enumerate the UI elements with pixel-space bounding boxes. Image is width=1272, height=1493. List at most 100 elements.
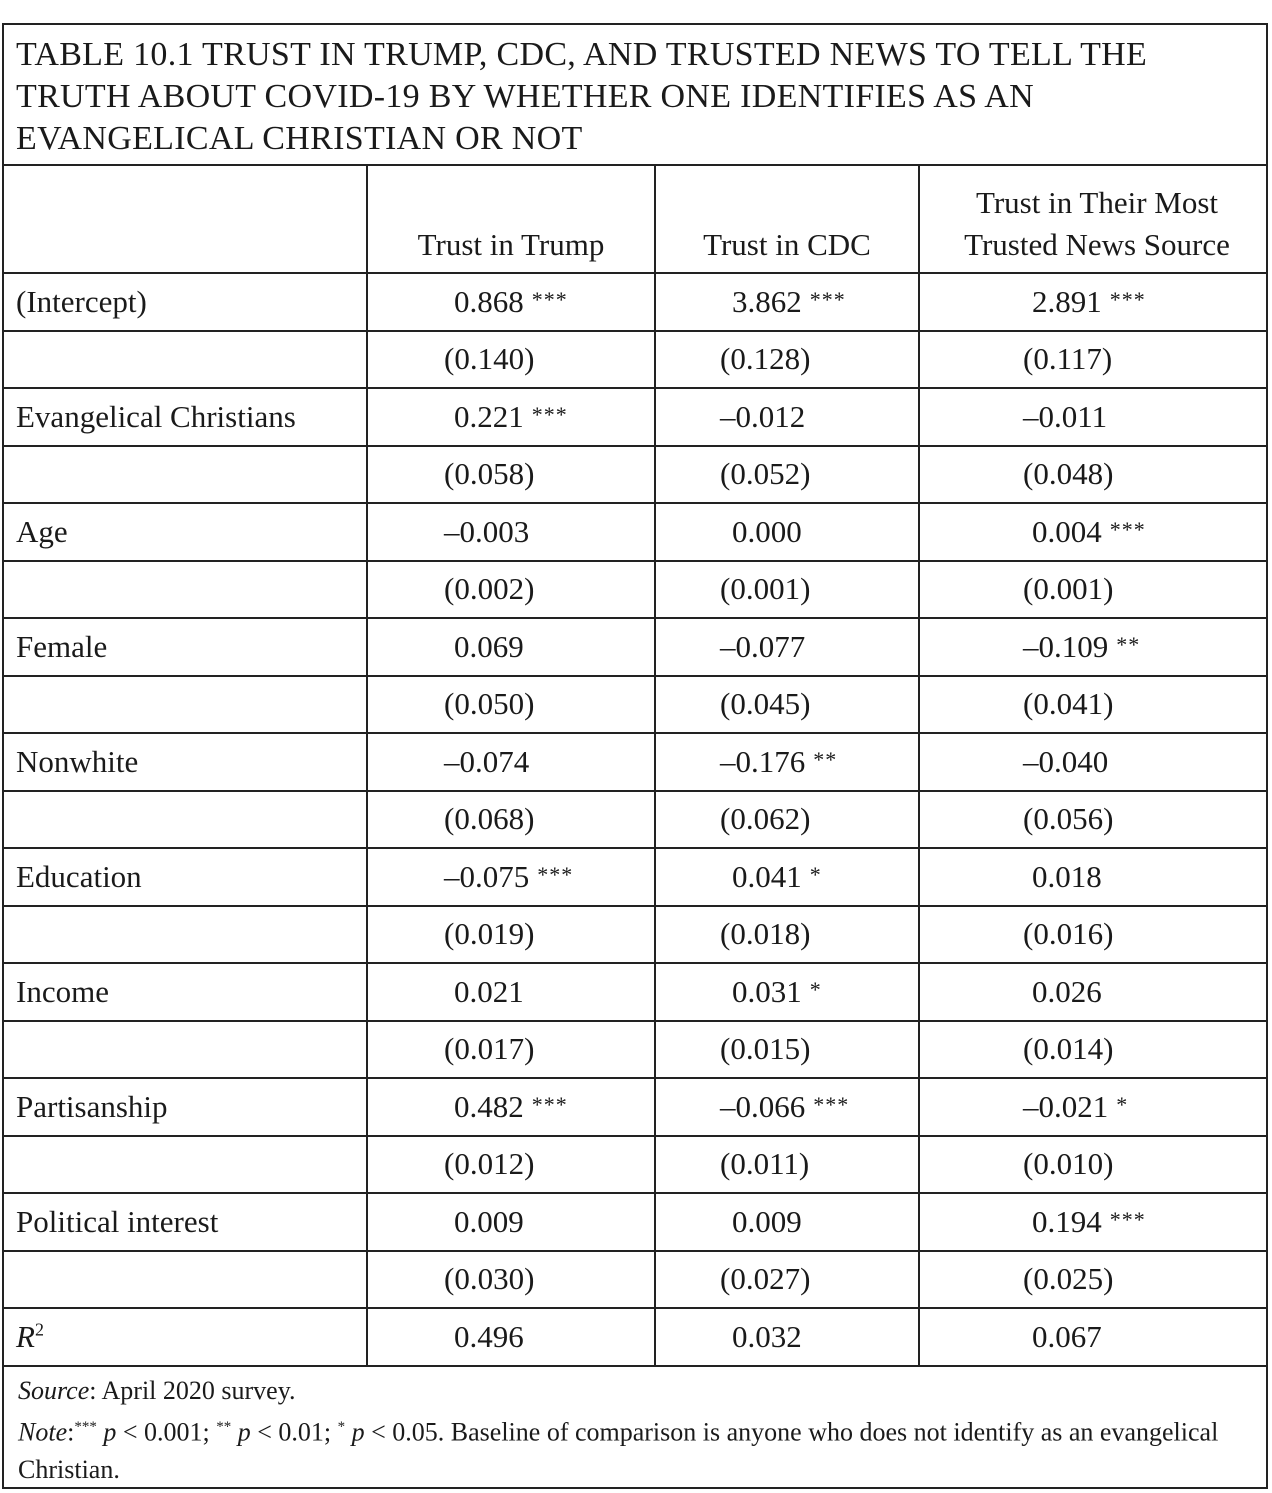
se-trump: (0.012) [367, 1135, 656, 1194]
r2-cdc: 0.032 [655, 1308, 920, 1367]
table-notes: Source: April 2020 survey. Note:*** p < … [18, 1372, 1258, 1488]
se-trump-value: (0.019) [444, 916, 535, 952]
table-title: TABLE 10.1 TRUST IN TRUMP, CDC, AND TRUS… [16, 36, 1148, 157]
se-news-value: (0.025) [1023, 1261, 1114, 1297]
se-news-value: (0.048) [1023, 456, 1114, 492]
r2-cdc-value: 0.032 [732, 1318, 802, 1354]
coef-row: Partisanship 0.482 *** –0.066 *** –0.021 * [2, 1078, 1268, 1137]
title-divider [2, 164, 1268, 166]
se-trump-value: (0.017) [444, 1031, 535, 1067]
coef-cdc: 0.000 [655, 503, 920, 562]
se-news-value: (0.014) [1023, 1031, 1114, 1067]
header-cell-empty [2, 166, 368, 274]
row-label-empty [2, 330, 368, 389]
coef-trump: 0.021 [367, 963, 656, 1022]
row-label-empty [2, 560, 368, 619]
se-row: (0.050) (0.045) (0.041) [2, 675, 1268, 734]
coef-cdc-significance: * [809, 976, 822, 1002]
coef-news-value: –0.109 [1023, 628, 1109, 664]
coef-news-value: 0.194 [1032, 1203, 1102, 1239]
coef-trump-value: –0.074 [444, 743, 530, 779]
se-news: (0.016) [919, 905, 1268, 964]
se-cdc-value: (0.045) [720, 686, 811, 722]
coef-cdc-value: –0.176 [720, 743, 806, 779]
coef-news-significance: * [1116, 1091, 1129, 1117]
se-news: (0.010) [919, 1135, 1268, 1194]
se-cdc-value: (0.015) [720, 1031, 811, 1067]
coef-row: Female 0.069 –0.077 –0.109 ** [2, 618, 1268, 677]
row-label: Evangelical Christians [2, 388, 368, 447]
se-news: (0.001) [919, 560, 1268, 619]
se-trump-value: (0.012) [444, 1146, 535, 1182]
se-row: (0.140) (0.128) (0.117) [2, 330, 1268, 389]
se-cdc: (0.052) [655, 445, 920, 504]
coef-news: –0.011 [919, 388, 1268, 447]
row-label: Nonwhite [2, 733, 368, 792]
se-cdc-value: (0.001) [720, 571, 811, 607]
coef-row: Political interest 0.009 0.009 0.194 *** [2, 1193, 1268, 1252]
se-trump: (0.017) [367, 1020, 656, 1079]
se-trump-value: (0.058) [444, 456, 535, 492]
header-trust-news: Trust in Their Most Trusted News Source [919, 166, 1268, 274]
se-trump: (0.140) [367, 330, 656, 389]
coef-news-value: 0.018 [1032, 858, 1102, 894]
coef-trump-value: 0.482 [454, 1088, 524, 1124]
coef-cdc-significance: *** [809, 286, 846, 312]
se-news-value: (0.001) [1023, 571, 1114, 607]
se-cdc-value: (0.027) [720, 1261, 811, 1297]
row-label-empty [2, 1250, 368, 1309]
se-trump: (0.050) [367, 675, 656, 734]
se-row: (0.012) (0.011) (0.010) [2, 1135, 1268, 1194]
row-label-empty [2, 790, 368, 849]
coef-trump: –0.003 [367, 503, 656, 562]
coef-news-value: 0.026 [1032, 973, 1102, 1009]
coef-row: Age –0.003 0.000 0.004 *** [2, 503, 1268, 562]
coef-news: –0.109 ** [919, 618, 1268, 677]
note-label: Note [18, 1417, 68, 1447]
row-label: Partisanship [2, 1078, 368, 1137]
r2-trump-value: 0.496 [454, 1318, 524, 1354]
r2-news: 0.067 [919, 1308, 1268, 1367]
source-label: Source [18, 1376, 90, 1405]
coef-trump: –0.075 *** [367, 848, 656, 907]
row-label-empty [2, 675, 368, 734]
coef-news-significance: *** [1109, 1206, 1146, 1232]
se-trump: (0.030) [367, 1250, 656, 1309]
se-news: (0.117) [919, 330, 1268, 389]
row-label: Female [2, 618, 368, 677]
coef-trump-value: –0.075 [444, 858, 530, 894]
note-stars-2: ** [216, 1419, 232, 1435]
coef-cdc-significance: ** [813, 746, 838, 772]
coef-trump: –0.074 [367, 733, 656, 792]
se-row: (0.002) (0.001) (0.001) [2, 560, 1268, 619]
se-row: (0.030) (0.027) (0.025) [2, 1250, 1268, 1309]
r-squared-exponent: 2 [34, 1319, 44, 1340]
coef-cdc-value: –0.077 [720, 628, 806, 664]
se-cdc-value: (0.052) [720, 456, 811, 492]
note-p-3: p [345, 1417, 365, 1447]
se-cdc: (0.128) [655, 330, 920, 389]
coef-cdc: –0.012 [655, 388, 920, 447]
se-news-value: (0.010) [1023, 1146, 1114, 1182]
se-cdc-value: (0.011) [720, 1146, 810, 1182]
row-label-empty [2, 905, 368, 964]
coef-row: Education –0.075 *** 0.041 * 0.018 [2, 848, 1268, 907]
se-trump-value: (0.140) [444, 341, 535, 377]
note-text-1: < 0.001; [116, 1417, 217, 1447]
coef-trump: 0.069 [367, 618, 656, 677]
se-cdc: (0.015) [655, 1020, 920, 1079]
coef-news: 0.026 [919, 963, 1268, 1022]
se-news-value: (0.041) [1023, 686, 1114, 722]
coef-trump-value: 0.021 [454, 973, 524, 1009]
coef-news-value: –0.040 [1023, 743, 1109, 779]
coef-cdc-value: 0.009 [732, 1203, 802, 1239]
coef-row: Income 0.021 0.031 * 0.026 [2, 963, 1268, 1022]
se-row: (0.058) (0.052) (0.048) [2, 445, 1268, 504]
coef-news: 0.018 [919, 848, 1268, 907]
row-label-empty [2, 1135, 368, 1194]
coef-trump: 0.009 [367, 1193, 656, 1252]
row-label: (Intercept) [2, 273, 368, 332]
r2-trump: 0.496 [367, 1308, 656, 1367]
se-news-value: (0.056) [1023, 801, 1114, 837]
coef-trump-value: 0.221 [454, 398, 524, 434]
